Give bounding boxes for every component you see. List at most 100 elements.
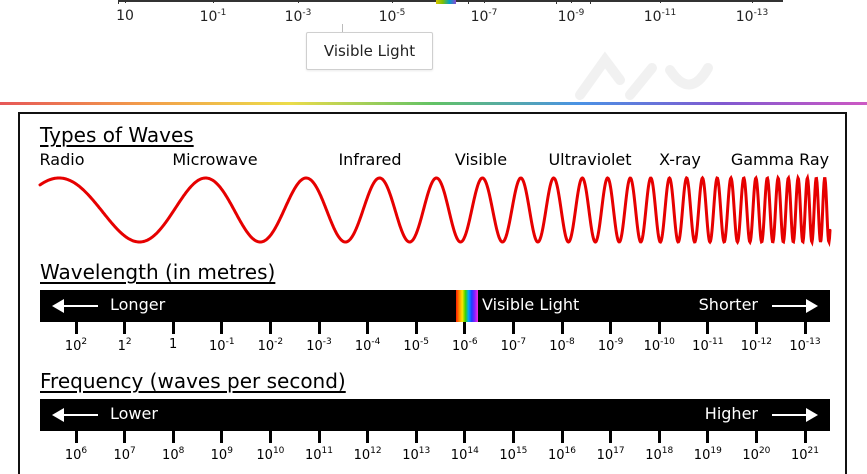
frequency-bar: Lower Higher bbox=[40, 399, 830, 431]
wavelength-tick-label: 10-2 bbox=[257, 337, 284, 354]
wavelength-tick bbox=[366, 322, 370, 334]
frequency-tick-label: 1015 bbox=[499, 446, 528, 463]
wavelength-tick-label: 10-4 bbox=[354, 337, 381, 354]
wavelength-tick-label: 10-5 bbox=[403, 337, 429, 354]
right-arrow-icon bbox=[772, 299, 818, 313]
left-arrow-icon bbox=[52, 408, 98, 422]
frequency-tick-label: 107 bbox=[113, 446, 136, 463]
frequency-tick bbox=[706, 431, 710, 443]
frequency-tick-label: 1011 bbox=[305, 446, 333, 463]
wavelength-tick bbox=[463, 322, 467, 334]
right-arrow-icon bbox=[772, 408, 818, 422]
top-scale-tick bbox=[392, 0, 393, 3]
top-scale-tick bbox=[752, 0, 753, 3]
frequency-tick bbox=[317, 431, 321, 443]
wavelength-tick bbox=[609, 322, 613, 334]
frequency-tick-label: 1017 bbox=[596, 446, 625, 463]
frequency-tick-label: 1018 bbox=[645, 446, 674, 463]
wavelength-tick bbox=[171, 322, 175, 334]
frequency-tick-label: 1020 bbox=[742, 446, 771, 463]
wavelength-tick-label: 102 bbox=[64, 337, 88, 354]
wavelength-tick-label: 10-7 bbox=[500, 337, 527, 354]
frequency-tick-label: 1021 bbox=[791, 446, 819, 463]
wavelength-tick bbox=[123, 322, 127, 334]
top-scale-tick bbox=[213, 0, 214, 3]
frequency-tick-label: 1016 bbox=[548, 446, 576, 463]
wavelength-tick-label: 10-13 bbox=[789, 337, 821, 354]
frequency-tick bbox=[463, 431, 467, 443]
wavelength-shorter-label: Shorter bbox=[698, 295, 758, 314]
frequency-tick bbox=[414, 431, 418, 443]
top-scale-tick bbox=[125, 0, 126, 3]
frequency-lower-label: Lower bbox=[110, 404, 158, 423]
frequency-tick bbox=[657, 431, 661, 443]
wavelength-tick bbox=[706, 322, 710, 334]
visible-light-label: Visible Light bbox=[482, 295, 580, 314]
wavelength-tick bbox=[268, 322, 272, 334]
frequency-tick bbox=[560, 431, 564, 443]
top-scale-label: 10-5 bbox=[378, 8, 406, 25]
top-scale-minor-tick bbox=[118, 0, 119, 4]
wavelength-heading: Wavelength (in metres) bbox=[40, 260, 276, 284]
wavelength-tick bbox=[754, 322, 758, 334]
frequency-higher-label: Higher bbox=[704, 404, 758, 423]
frequency-tick-label: 1013 bbox=[402, 446, 431, 463]
frequency-tick-label: 108 bbox=[162, 446, 185, 463]
wave-line bbox=[38, 173, 832, 248]
top-scale-tick bbox=[298, 0, 299, 3]
wave-graphic bbox=[38, 173, 832, 248]
wavelength-tick-label: 10-10 bbox=[643, 337, 675, 354]
wave-type-infrared: Infrared bbox=[338, 150, 402, 169]
wavelength-tick bbox=[560, 322, 564, 334]
top-scale-tick bbox=[571, 0, 572, 3]
top-scale-minor-tick bbox=[590, 0, 591, 4]
rainbow-divider bbox=[0, 102, 867, 105]
top-scale-tick bbox=[660, 0, 661, 3]
types-of-waves-heading: Types of Waves bbox=[40, 123, 194, 147]
frequency-heading: Frequency (waves per second) bbox=[40, 369, 346, 393]
wavelength-bar: Longer Visible Light Shorter bbox=[40, 290, 830, 322]
top-scale-label: 10-3 bbox=[284, 8, 312, 25]
wavelength-tick bbox=[657, 322, 661, 334]
frequency-tick-label: 1014 bbox=[450, 446, 479, 463]
frequency-tick bbox=[171, 431, 175, 443]
wavelength-tick bbox=[317, 322, 321, 334]
top-scale-label: 10 bbox=[116, 8, 134, 24]
frequency-tick-label: 1010 bbox=[256, 446, 285, 463]
frequency-tick-label: 106 bbox=[64, 446, 88, 463]
frequency-tick bbox=[754, 431, 758, 443]
watermark-logo bbox=[575, 51, 713, 100]
wave-type-gamma-ray: Gamma Ray bbox=[730, 150, 830, 169]
wavelength-longer-label: Longer bbox=[110, 295, 166, 314]
top-scale-label: 10-9 bbox=[557, 8, 585, 25]
top-scale-tick bbox=[484, 0, 485, 3]
wavelength-tick-label: 12 bbox=[117, 337, 132, 354]
wave-type-x-ray: X-ray bbox=[659, 150, 701, 169]
frequency-tick bbox=[511, 431, 515, 443]
frequency-tick bbox=[609, 431, 613, 443]
wave-type-ultraviolet: Ultraviolet bbox=[548, 150, 632, 169]
top-scale-label: 10-7 bbox=[470, 8, 498, 25]
wavelength-tick-label: 1 bbox=[169, 337, 178, 352]
wavelength-tick-label: 10-8 bbox=[549, 337, 575, 354]
frequency-tick bbox=[268, 431, 272, 443]
visible-spectrum-strip bbox=[456, 290, 478, 322]
frequency-tick bbox=[366, 431, 370, 443]
left-arrow-icon bbox=[52, 299, 98, 313]
wavelength-tick-label: 10-9 bbox=[597, 337, 624, 354]
top-scale-minor-tick bbox=[556, 0, 557, 4]
frequency-tick-label: 109 bbox=[210, 446, 233, 463]
top-scale-label: 10-1 bbox=[199, 8, 227, 25]
wave-type-visible: Visible bbox=[454, 150, 508, 169]
wavelength-tick bbox=[220, 322, 224, 334]
frequency-tick-label: 1019 bbox=[693, 446, 722, 463]
wavelength-tick-label: 10-6 bbox=[452, 337, 478, 354]
wavelength-tick bbox=[803, 322, 807, 334]
wavelength-tick bbox=[74, 322, 78, 334]
frequency-tick-label: 1012 bbox=[353, 446, 382, 463]
top-visible-spectrum-strip bbox=[436, 0, 456, 4]
top-scale-label: 10-11 bbox=[643, 8, 677, 25]
visible-light-callout: Visible Light bbox=[306, 32, 433, 70]
frequency-tick bbox=[803, 431, 807, 443]
wavelength-tick-label: 10-3 bbox=[306, 337, 332, 354]
